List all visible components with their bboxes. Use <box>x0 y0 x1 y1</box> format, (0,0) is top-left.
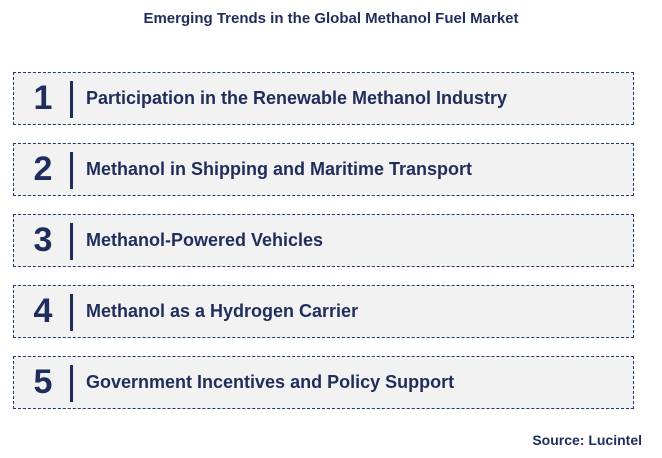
trend-divider <box>70 81 73 118</box>
trend-item-4: 4 Methanol as a Hydrogen Carrier <box>13 285 634 338</box>
trend-divider <box>70 294 73 331</box>
trend-item-1: 1 Participation in the Renewable Methano… <box>13 72 634 125</box>
trend-number: 3 <box>33 221 53 259</box>
trend-divider <box>70 223 73 260</box>
trend-divider <box>70 152 73 189</box>
trend-number: 2 <box>33 150 53 188</box>
trend-label: Methanol-Powered Vehicles <box>86 230 324 250</box>
trend-number: 4 <box>33 292 53 330</box>
trend-label: Methanol as a Hydrogen Carrier <box>86 301 359 321</box>
trend-item-5: 5 Government Incentives and Policy Suppo… <box>13 356 634 409</box>
trend-item-2: 2 Methanol in Shipping and Maritime Tran… <box>13 143 634 196</box>
trend-label: Methanol in Shipping and Maritime Transp… <box>86 159 473 179</box>
trend-number: 1 <box>33 79 53 117</box>
trend-divider <box>70 365 73 402</box>
source-credit: Source: Lucintel <box>532 432 642 448</box>
trend-label: Government Incentives and Policy Support <box>86 372 455 392</box>
diagram-title: Emerging Trends in the Global Methanol F… <box>143 10 519 27</box>
trend-label: Participation in the Renewable Methanol … <box>86 88 508 108</box>
trend-list: 1 Participation in the Renewable Methano… <box>13 72 634 409</box>
trend-number: 5 <box>33 363 53 401</box>
trend-item-3: 3 Methanol-Powered Vehicles <box>13 214 634 267</box>
